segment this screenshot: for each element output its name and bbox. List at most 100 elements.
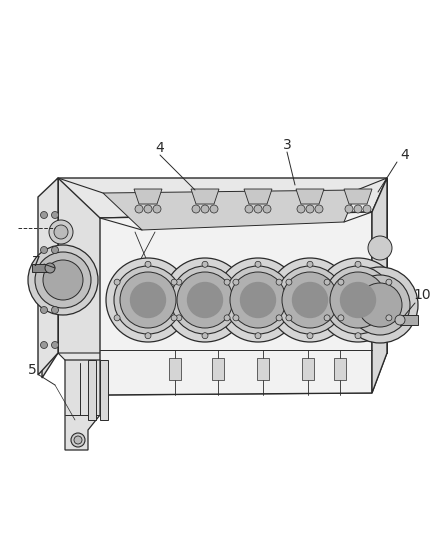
Polygon shape: [134, 189, 162, 204]
Circle shape: [345, 205, 353, 213]
Circle shape: [386, 279, 392, 285]
Circle shape: [340, 282, 376, 318]
Circle shape: [342, 267, 418, 343]
Circle shape: [40, 212, 47, 219]
Circle shape: [355, 333, 361, 338]
Circle shape: [324, 279, 330, 285]
Circle shape: [192, 205, 200, 213]
Polygon shape: [296, 189, 324, 204]
Polygon shape: [334, 358, 346, 380]
Circle shape: [106, 258, 190, 342]
Polygon shape: [38, 178, 58, 375]
Circle shape: [187, 282, 223, 318]
Polygon shape: [88, 360, 96, 420]
Circle shape: [201, 205, 209, 213]
Circle shape: [316, 258, 400, 342]
Circle shape: [240, 282, 276, 318]
Circle shape: [216, 258, 300, 342]
Circle shape: [230, 272, 286, 328]
Circle shape: [255, 333, 261, 338]
Circle shape: [276, 266, 344, 334]
Circle shape: [233, 315, 239, 321]
Circle shape: [114, 279, 120, 285]
Text: 4: 4: [401, 148, 410, 162]
Circle shape: [120, 272, 176, 328]
Circle shape: [330, 272, 386, 328]
Circle shape: [286, 315, 292, 321]
Circle shape: [71, 433, 85, 447]
Circle shape: [368, 236, 392, 260]
Circle shape: [153, 205, 161, 213]
Polygon shape: [212, 358, 224, 380]
Circle shape: [52, 342, 59, 349]
Circle shape: [355, 261, 361, 268]
Circle shape: [297, 205, 305, 213]
Circle shape: [177, 272, 233, 328]
Circle shape: [40, 306, 47, 313]
Text: 3: 3: [283, 138, 291, 152]
Circle shape: [40, 342, 47, 349]
Circle shape: [255, 261, 261, 268]
Circle shape: [307, 261, 313, 268]
Circle shape: [28, 245, 98, 315]
Circle shape: [307, 333, 313, 338]
Text: 10: 10: [413, 288, 431, 302]
Circle shape: [145, 261, 151, 268]
Circle shape: [233, 279, 239, 285]
Circle shape: [292, 282, 328, 318]
Circle shape: [282, 272, 338, 328]
Polygon shape: [65, 360, 100, 450]
Circle shape: [386, 315, 392, 321]
Circle shape: [144, 205, 152, 213]
Circle shape: [145, 333, 151, 338]
Circle shape: [276, 315, 282, 321]
Circle shape: [171, 279, 177, 285]
Circle shape: [210, 205, 218, 213]
Text: 5: 5: [28, 363, 36, 377]
Circle shape: [43, 260, 83, 300]
Polygon shape: [191, 189, 219, 204]
Circle shape: [338, 279, 344, 285]
Circle shape: [49, 220, 73, 244]
Polygon shape: [42, 178, 58, 378]
Circle shape: [114, 315, 120, 321]
Circle shape: [395, 315, 405, 325]
Polygon shape: [302, 358, 314, 380]
Circle shape: [163, 258, 247, 342]
Circle shape: [286, 279, 292, 285]
Circle shape: [324, 266, 392, 334]
Circle shape: [176, 279, 182, 285]
Polygon shape: [32, 264, 50, 272]
Circle shape: [202, 333, 208, 338]
Circle shape: [263, 205, 271, 213]
Circle shape: [276, 279, 282, 285]
Circle shape: [171, 266, 239, 334]
Polygon shape: [58, 178, 387, 353]
Circle shape: [224, 315, 230, 321]
Polygon shape: [244, 189, 272, 204]
Circle shape: [135, 205, 143, 213]
Circle shape: [224, 266, 292, 334]
Circle shape: [52, 306, 59, 313]
Circle shape: [176, 315, 182, 321]
Polygon shape: [103, 190, 357, 230]
Circle shape: [45, 263, 55, 273]
Polygon shape: [344, 189, 372, 204]
Circle shape: [40, 246, 47, 254]
Polygon shape: [169, 358, 181, 380]
Polygon shape: [372, 178, 387, 393]
Circle shape: [324, 315, 330, 321]
Polygon shape: [100, 360, 108, 420]
Circle shape: [338, 315, 344, 321]
Circle shape: [74, 436, 82, 444]
Circle shape: [363, 205, 371, 213]
Circle shape: [268, 258, 352, 342]
Circle shape: [171, 315, 177, 321]
Circle shape: [52, 212, 59, 219]
Polygon shape: [100, 212, 372, 395]
Circle shape: [358, 283, 402, 327]
Polygon shape: [400, 315, 418, 325]
Circle shape: [224, 279, 230, 285]
Polygon shape: [58, 178, 387, 218]
Circle shape: [35, 252, 91, 308]
